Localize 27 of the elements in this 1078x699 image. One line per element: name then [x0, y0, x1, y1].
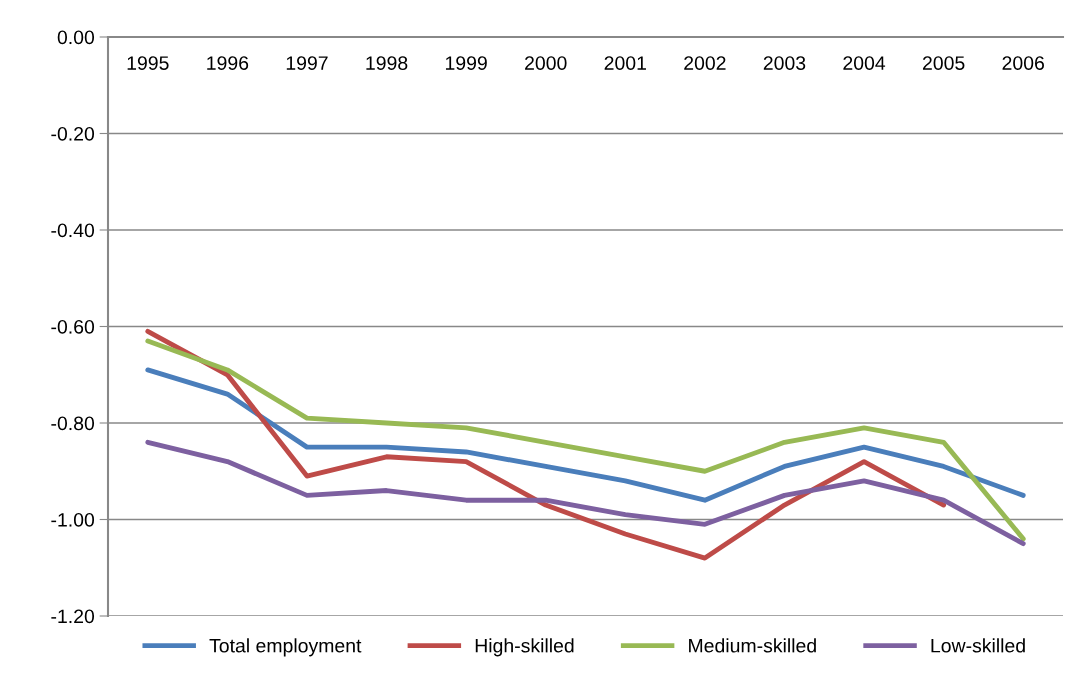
x-tick-label: 1995	[127, 56, 169, 70]
x-tick-label: 1997	[286, 56, 328, 70]
y-tick-label: -1.00	[51, 512, 95, 527]
x-tick-label: 1999	[445, 56, 487, 70]
line-series	[145, 367, 1026, 503]
y-tick-label: -0.20	[51, 126, 95, 141]
line-series	[145, 328, 947, 561]
x-tick-label: 1998	[366, 56, 408, 70]
line-series	[145, 338, 1026, 542]
y-tick-label: -0.60	[51, 319, 95, 334]
x-tick-label: 2005	[922, 56, 965, 70]
x-tick-label: 1996	[207, 56, 249, 70]
line-series	[145, 439, 1026, 547]
x-tick-label: 2004	[843, 56, 886, 70]
x-tick-label: 2001	[604, 56, 646, 70]
legend-label: Medium-skilled	[689, 638, 816, 653]
legend-label: Low-skilled	[931, 638, 1025, 653]
x-tick-label: 2003	[763, 56, 806, 70]
legend-label: High-skilled	[475, 638, 574, 657]
x-tick-label: 2006	[1002, 56, 1044, 70]
x-tick-label: 2000	[525, 56, 567, 70]
y-tick-label: 0.00	[57, 30, 95, 45]
x-tick-label: 2002	[684, 56, 726, 70]
legend-label: Total employment	[209, 638, 362, 657]
y-tick-label: -1.20	[51, 609, 95, 624]
y-tick-label: -0.40	[51, 223, 95, 238]
y-tick-label: -0.80	[51, 416, 95, 431]
